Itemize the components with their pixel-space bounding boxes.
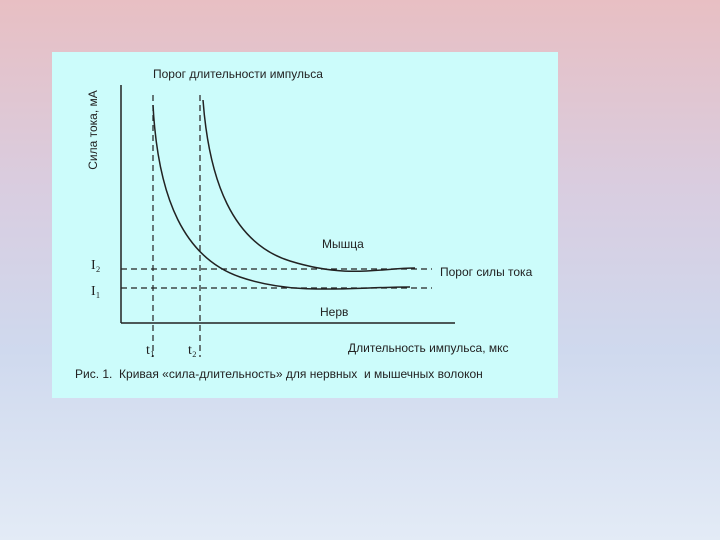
y-axis-label: Сила тока, мА bbox=[86, 90, 100, 170]
nerve-curve bbox=[152, 104, 411, 290]
x-axis-label: Длительность импульса, мкс bbox=[348, 341, 509, 355]
current-threshold-label: Порог силы тока bbox=[440, 265, 533, 279]
t1-label: t₁ bbox=[146, 343, 155, 358]
panel bbox=[52, 52, 558, 398]
muscle-curve bbox=[202, 99, 416, 273]
i2-label: I₂ bbox=[91, 258, 101, 273]
nerve-label: Нерв bbox=[320, 305, 348, 319]
caption: Рис. 1. Кривая «сила-длительность» для н… bbox=[75, 367, 483, 381]
t2-label: t₂ bbox=[188, 343, 197, 358]
i1-label: I₁ bbox=[91, 284, 101, 299]
muscle-label: Мышца bbox=[322, 237, 364, 251]
pulse-threshold-label: Порог длительности импульса bbox=[153, 67, 323, 81]
